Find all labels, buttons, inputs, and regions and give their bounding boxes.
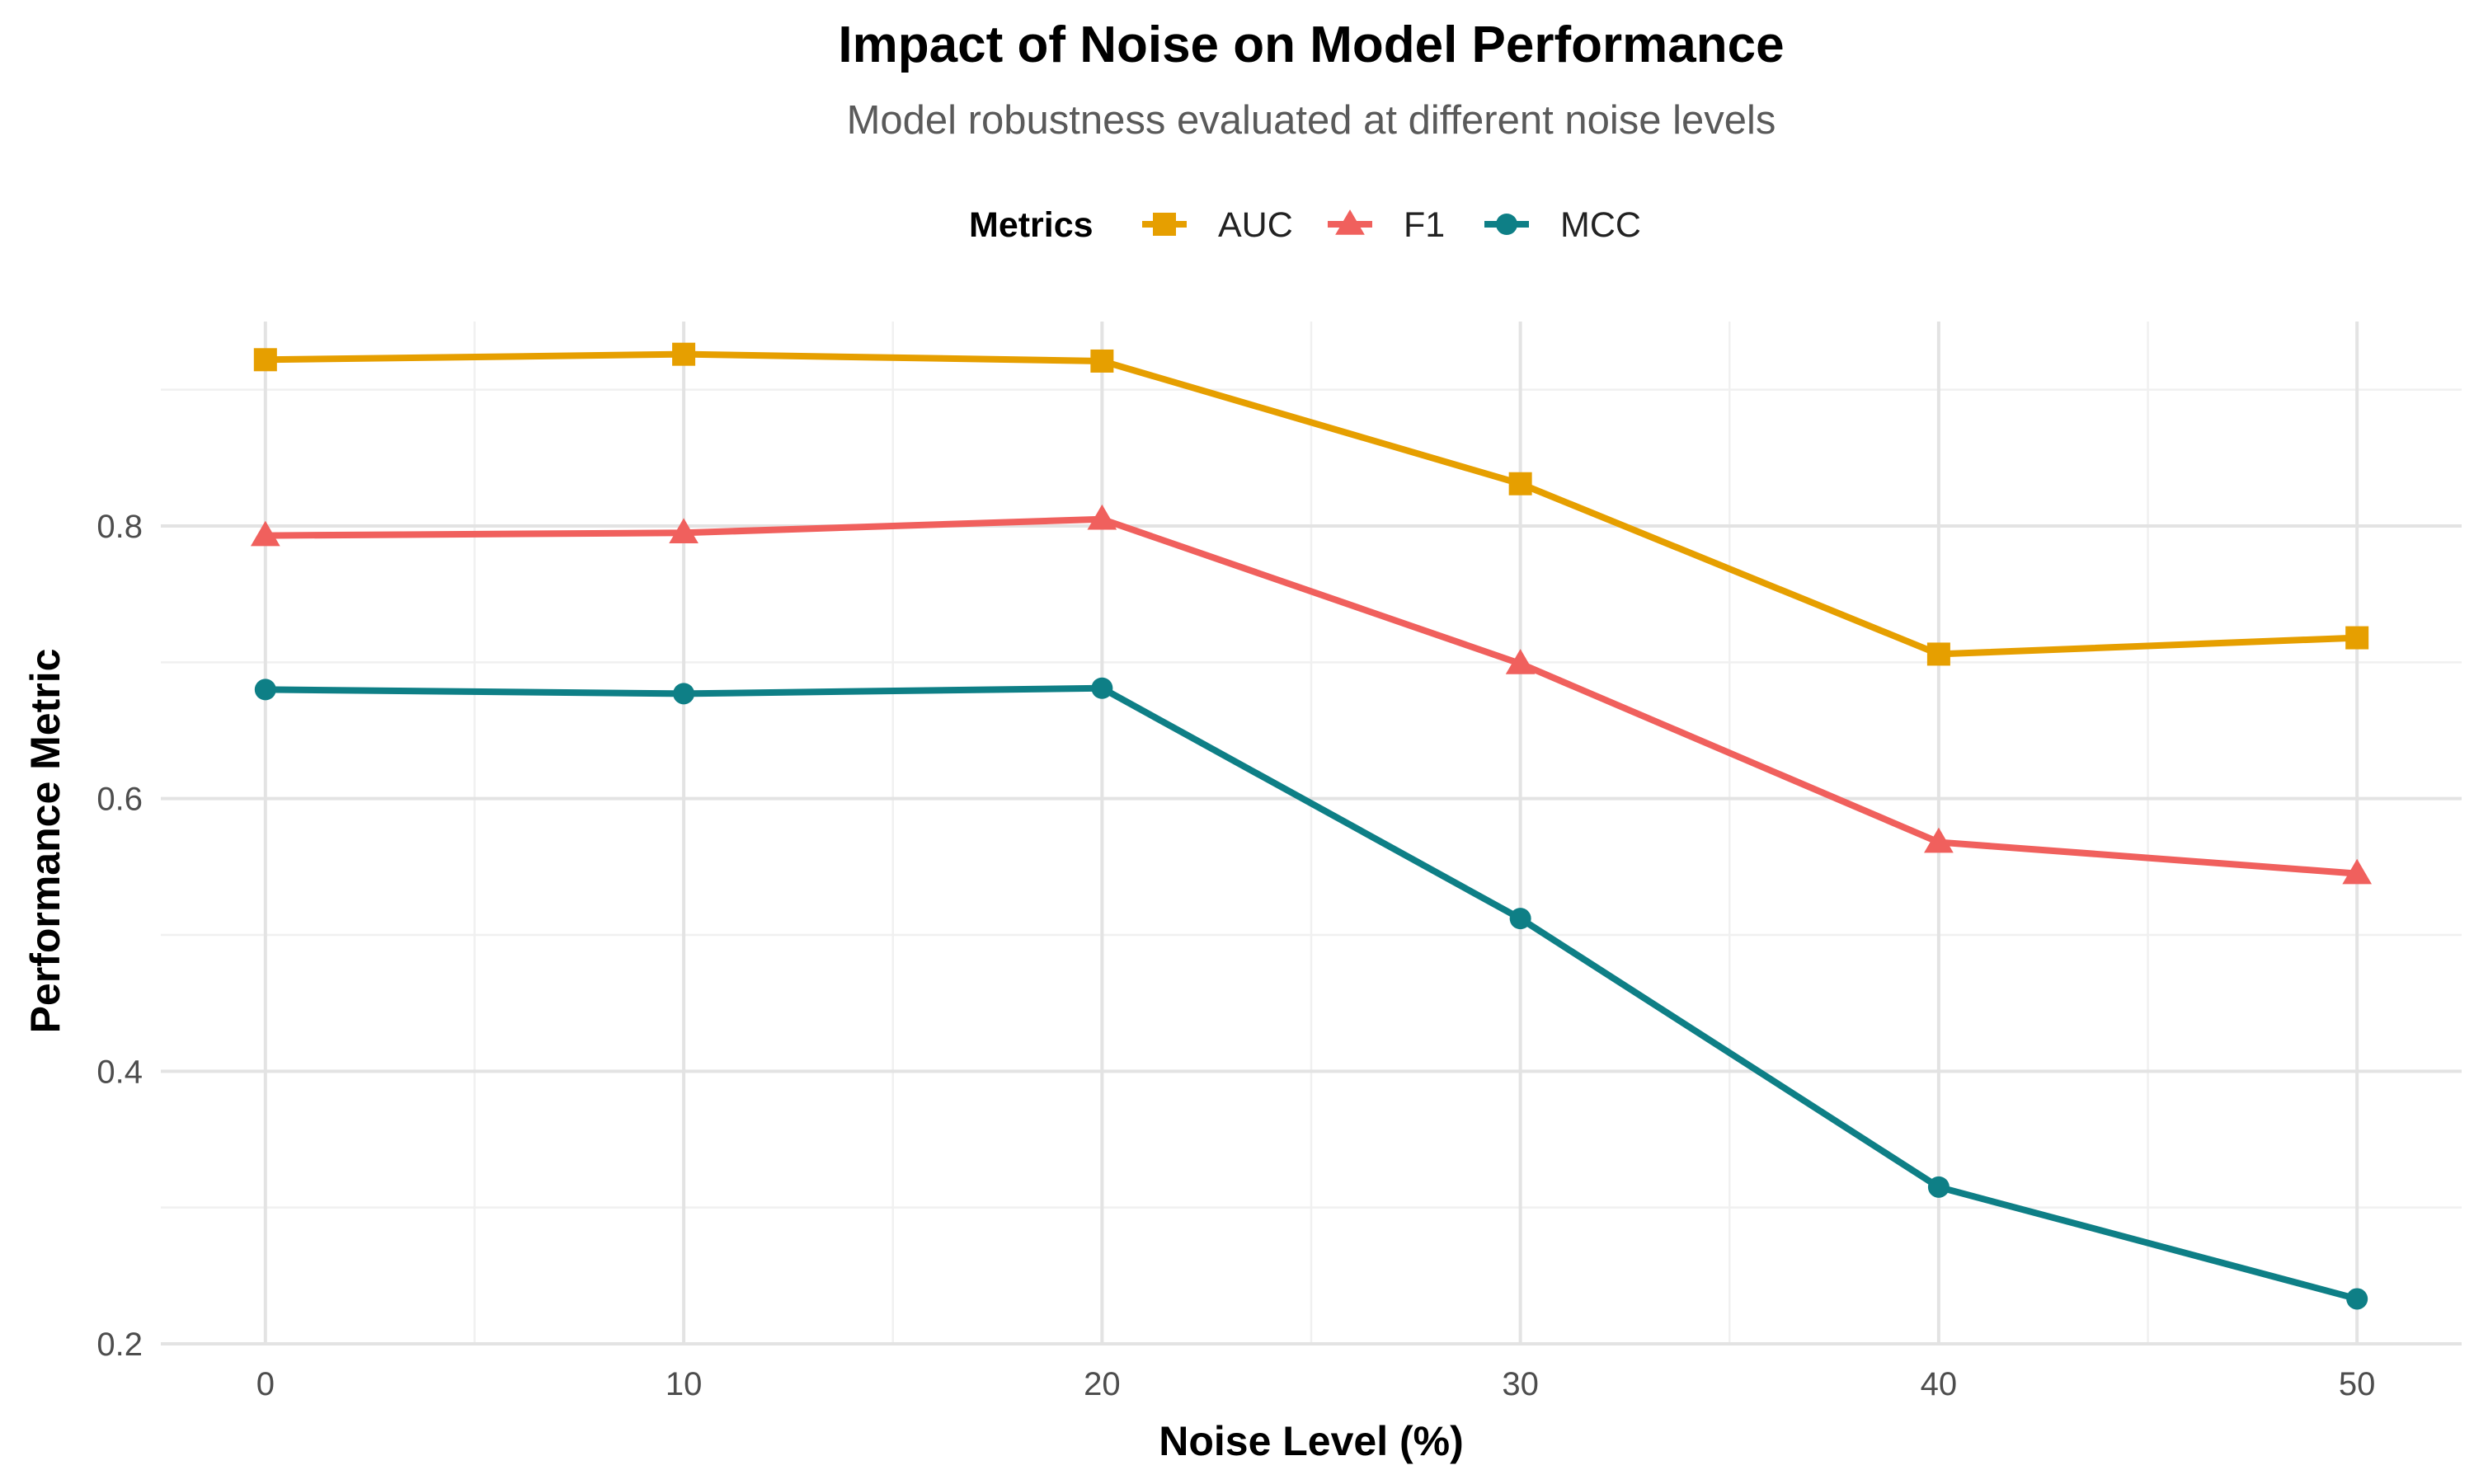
series-line-f1 — [261, 515, 2361, 877]
data-point-auc — [1926, 642, 1950, 666]
data-point-f1 — [250, 520, 280, 547]
data-point-auc — [672, 342, 696, 366]
x-tick-label: 10 — [666, 1366, 703, 1402]
legend-label-auc: AUC — [1218, 205, 1293, 245]
x-tick-label: 0 — [256, 1366, 275, 1402]
chart-subtitle: Model robustness evaluated at different … — [847, 98, 1776, 143]
data-point-auc — [253, 348, 277, 372]
y-axis-ticks: 0.2 0.4 0.6 0.8 — [96, 509, 143, 1363]
series-auc — [253, 342, 2369, 666]
y-tick-label: 0.6 — [96, 782, 143, 818]
data-point-auc — [2345, 626, 2369, 650]
legend: Metrics AUC F1 MCC — [969, 205, 1641, 245]
data-point-mcc — [673, 683, 695, 705]
x-axis-title: Noise Level (%) — [1159, 1418, 1464, 1464]
data-point-f1 — [1087, 504, 1117, 530]
data-point-auc — [1090, 349, 1114, 373]
data-point-auc — [1508, 472, 1532, 495]
series-group — [250, 342, 2373, 1310]
legend-key-marker — [1153, 213, 1176, 236]
legend-item-mcc: MCC — [1484, 205, 1641, 245]
x-tick-label: 30 — [1502, 1366, 1539, 1402]
x-tick-label: 20 — [1084, 1366, 1121, 1402]
legend-label-f1: F1 — [1404, 205, 1445, 245]
grid — [161, 322, 2462, 1345]
data-point-f1 — [669, 518, 698, 544]
legend-item-auc: AUC — [1142, 205, 1293, 245]
legend-title: Metrics — [969, 205, 1094, 245]
data-point-mcc — [2346, 1288, 2368, 1310]
legend-item-f1: F1 — [1328, 205, 1445, 245]
series-line-auc — [261, 350, 2361, 658]
series-line-mcc — [261, 684, 2361, 1303]
data-point-f1 — [1924, 827, 1954, 853]
x-axis-ticks: 0 10 20 30 40 50 — [256, 1366, 2376, 1402]
y-tick-label: 0.4 — [96, 1054, 143, 1090]
x-tick-label: 40 — [1921, 1366, 1958, 1402]
x-tick-label: 50 — [2339, 1366, 2376, 1402]
data-point-f1 — [2342, 858, 2373, 885]
series-mcc — [254, 677, 2368, 1310]
chart-title: Impact of Noise on Model Performance — [838, 16, 1784, 73]
data-point-f1 — [1505, 649, 1536, 674]
data-point-mcc — [1509, 908, 1531, 930]
y-tick-label: 0.2 — [96, 1327, 143, 1363]
legend-label-mcc: MCC — [1560, 205, 1641, 245]
y-tick-label: 0.8 — [96, 509, 143, 545]
data-point-mcc — [254, 679, 276, 701]
legend-key-marker — [1335, 209, 1365, 235]
series-f1 — [250, 504, 2373, 885]
y-axis-title: Performance Metric — [22, 649, 68, 1034]
data-point-mcc — [1091, 677, 1113, 699]
data-point-mcc — [1927, 1176, 1950, 1198]
legend-key-marker — [1496, 214, 1517, 235]
